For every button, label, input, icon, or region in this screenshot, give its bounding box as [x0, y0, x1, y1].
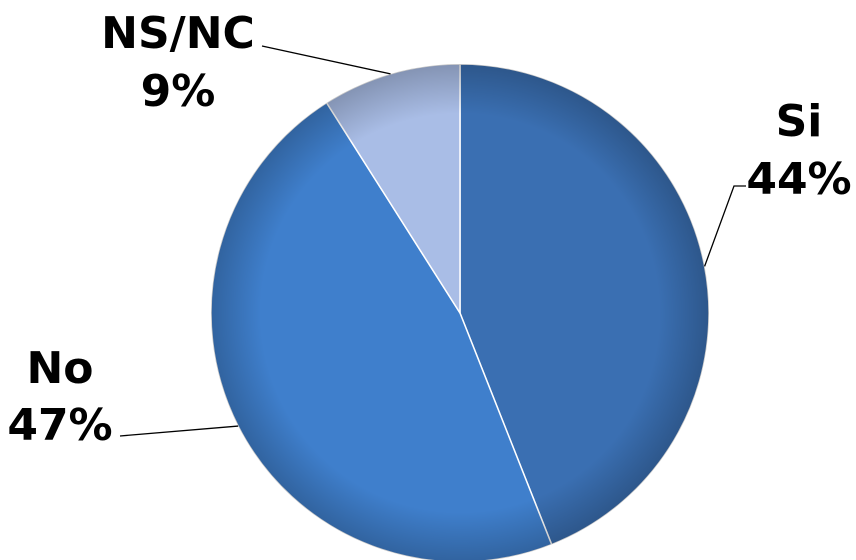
pie-slices: [210, 63, 710, 560]
leader-line-ns-nc: [261, 45, 391, 75]
leader-line-no: [119, 425, 239, 437]
slice-label-no: No: [26, 343, 93, 394]
slice-label-si: Si: [776, 96, 823, 147]
slice-value-no: 47%: [7, 400, 112, 451]
leader-lines: [119, 45, 746, 437]
leader-line-si: [703, 185, 746, 267]
slice-value-nsnc: 9%: [141, 66, 216, 117]
slice-label-nsnc: NS/NC: [101, 8, 255, 59]
slice-value-si: 44%: [746, 154, 851, 205]
